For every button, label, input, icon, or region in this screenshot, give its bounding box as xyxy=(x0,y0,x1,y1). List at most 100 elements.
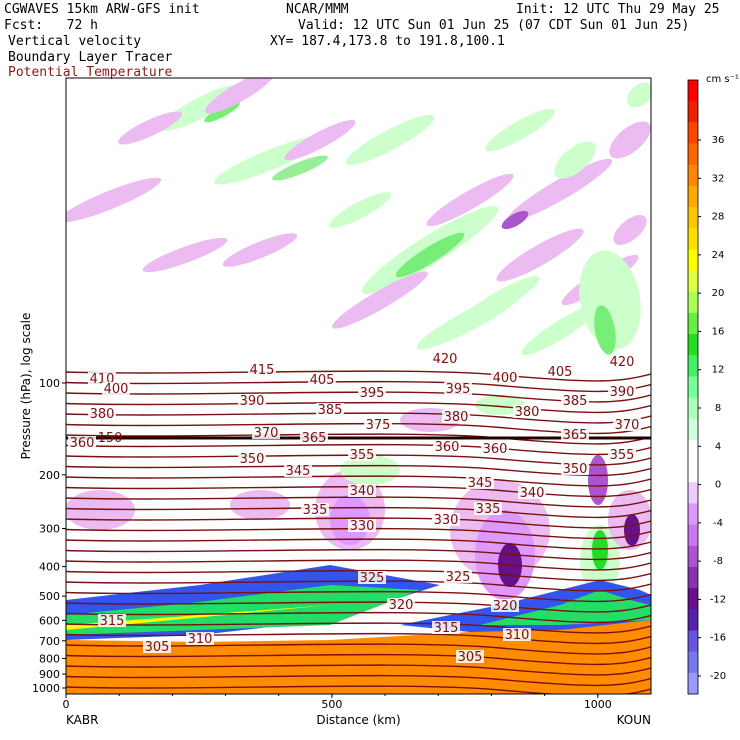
y-tick-label-6: 700 xyxy=(39,635,60,648)
y-tick-label-7: 800 xyxy=(39,652,60,665)
isentrope-label-2: 415 xyxy=(250,363,275,378)
isentrope-8 xyxy=(66,454,651,466)
velocity-blob-23 xyxy=(609,121,651,159)
velocity-blob-18 xyxy=(460,276,540,324)
colorbar-swatch-8 xyxy=(688,249,698,272)
isentrope-label-33: 335 xyxy=(303,503,328,518)
velocity-blob-6 xyxy=(284,119,356,161)
colorbar-swatch-26 xyxy=(688,630,698,653)
velocity-blob-15 xyxy=(507,158,613,222)
isentrope-26 xyxy=(66,643,651,655)
isentrope-label-20: 365 xyxy=(302,431,327,446)
isentrope-27 xyxy=(66,653,651,666)
trop-blob-6 xyxy=(230,490,290,520)
isentrope-label-22: 360 xyxy=(70,436,95,451)
colorbar-swatch-18 xyxy=(688,461,698,483)
y-tick-label-3: 400 xyxy=(39,561,60,574)
tropopause-label: 150 xyxy=(98,431,123,446)
colorbar-swatch-14 xyxy=(688,376,698,399)
x-axis-title: Distance (km) xyxy=(316,713,400,727)
isentrope-label-36: 330 xyxy=(434,513,459,528)
colorbar-swatch-7 xyxy=(688,228,698,250)
colorbar-tick-label-8: 4 xyxy=(715,441,721,452)
velocity-blob-24 xyxy=(554,141,596,179)
trop-blob-12 xyxy=(592,530,608,570)
colorbar-tick-label-5: 16 xyxy=(712,326,725,337)
colorbar-swatch-27 xyxy=(688,651,698,674)
isentrope-17 xyxy=(66,548,651,561)
isentrope-label-7: 400 xyxy=(493,371,518,386)
tracer-band-green-east xyxy=(480,590,651,625)
isentrope-label-29: 345 xyxy=(286,464,311,479)
isentrope-label-40: 320 xyxy=(493,599,518,614)
colorbar: cm s⁻¹ 36 32 28 24 20 16 12 8 4 0 -4 -8 -12 -16 -20 xyxy=(687,74,739,695)
colorbar-swatch-2 xyxy=(688,122,698,145)
trop-blob-14 xyxy=(475,395,525,415)
isentrope-label-10: 390 xyxy=(240,394,265,409)
isentrope-label-37: 325 xyxy=(360,571,385,586)
colorbar-swatch-9 xyxy=(688,270,698,293)
colorbar-tick-label-1: 32 xyxy=(712,173,725,184)
isentrope-label-35: 330 xyxy=(350,519,375,534)
colorbar-swatch-11 xyxy=(688,312,698,335)
tracer-band-yellow xyxy=(66,605,330,630)
model-title: CGWAVES 15km ARW-GFS init xyxy=(4,2,200,17)
tracer-band-green xyxy=(66,585,420,635)
forecast-hour: Fcst: 72 h xyxy=(4,18,98,33)
cross-section-coords: XY= 187.4,173.8 to 191.8,100.1 xyxy=(270,34,505,49)
valid-time: Valid: 12 UTC Sun 01 Jun 25 (07 CDT Sun … xyxy=(298,18,690,33)
isentrope-label-44: 310 xyxy=(505,628,530,643)
field-potential-temperature: Potential Temperature xyxy=(8,65,173,80)
colorbar-swatch-5 xyxy=(688,185,698,208)
isentrope-10 xyxy=(66,475,651,487)
colorbar-tick-label-0: 36 xyxy=(712,135,725,146)
colorbar-swatch-17 xyxy=(688,439,698,462)
init-time: Init: 12 UTC Thu 29 May 25 xyxy=(516,2,720,17)
isentrope-28 xyxy=(66,664,651,676)
isentrope-label-16: 380 xyxy=(515,405,540,420)
velocity-blob-17 xyxy=(496,228,584,282)
velocity-blob-8 xyxy=(345,114,435,166)
isentrope-label-18: 370 xyxy=(254,426,279,441)
isentrope-6 xyxy=(66,433,651,445)
isentrope-label-39: 320 xyxy=(389,598,414,613)
velocity-blob-16 xyxy=(501,210,529,230)
isentrope-label-42: 315 xyxy=(434,621,459,636)
isentrope-3 xyxy=(66,401,651,414)
colorbar-tick-label-11: -8 xyxy=(713,556,723,567)
x-tick-label-2: 1000 xyxy=(584,698,612,711)
axes: 1002003004005006007008009001000Pressure … xyxy=(19,77,652,727)
colorbar-swatch-6 xyxy=(688,207,698,229)
isentrope-label-25: 355 xyxy=(350,448,375,463)
velocity-blob-7 xyxy=(66,177,162,223)
colorbar-swatch-24 xyxy=(688,588,698,610)
colorbar-swatch-20 xyxy=(688,503,698,526)
isentrope-18 xyxy=(66,559,651,571)
colorbar-tick-label-13: -16 xyxy=(710,633,726,644)
isentrope-label-1: 420 xyxy=(610,355,635,370)
isentrope-label-12: 385 xyxy=(318,403,343,418)
isentrope-label-46: 305 xyxy=(458,650,483,665)
isentrope-label-24: 360 xyxy=(483,442,508,457)
velocity-blob-25 xyxy=(142,237,228,273)
x-end-label-0: KABR xyxy=(66,713,98,727)
velocity-blob-26 xyxy=(222,233,298,267)
velocity-blob-2 xyxy=(205,78,275,114)
colorbar-tick-label-2: 28 xyxy=(712,212,725,223)
velocity-blob-29 xyxy=(626,82,651,108)
isentrope-30 xyxy=(66,685,651,694)
velocity-blob-10 xyxy=(395,232,465,278)
isentrope-label-31: 340 xyxy=(350,484,375,499)
colorbar-tick-label-9: 0 xyxy=(715,480,721,491)
isentrope-23 xyxy=(66,611,651,624)
isentrope-label-30: 345 xyxy=(468,476,493,491)
isentrope-label-38: 325 xyxy=(446,570,471,585)
field-boundary-layer-tracer: Boundary Layer Tracer xyxy=(8,50,173,65)
x-end-label-1: KOUN xyxy=(617,713,651,727)
y-tick-label-1: 200 xyxy=(39,469,60,482)
colorbar-swatch-3 xyxy=(688,143,698,166)
isentrope-label-27: 350 xyxy=(240,452,265,467)
isentrope-9 xyxy=(66,464,651,477)
isentrope-12 xyxy=(66,496,651,508)
